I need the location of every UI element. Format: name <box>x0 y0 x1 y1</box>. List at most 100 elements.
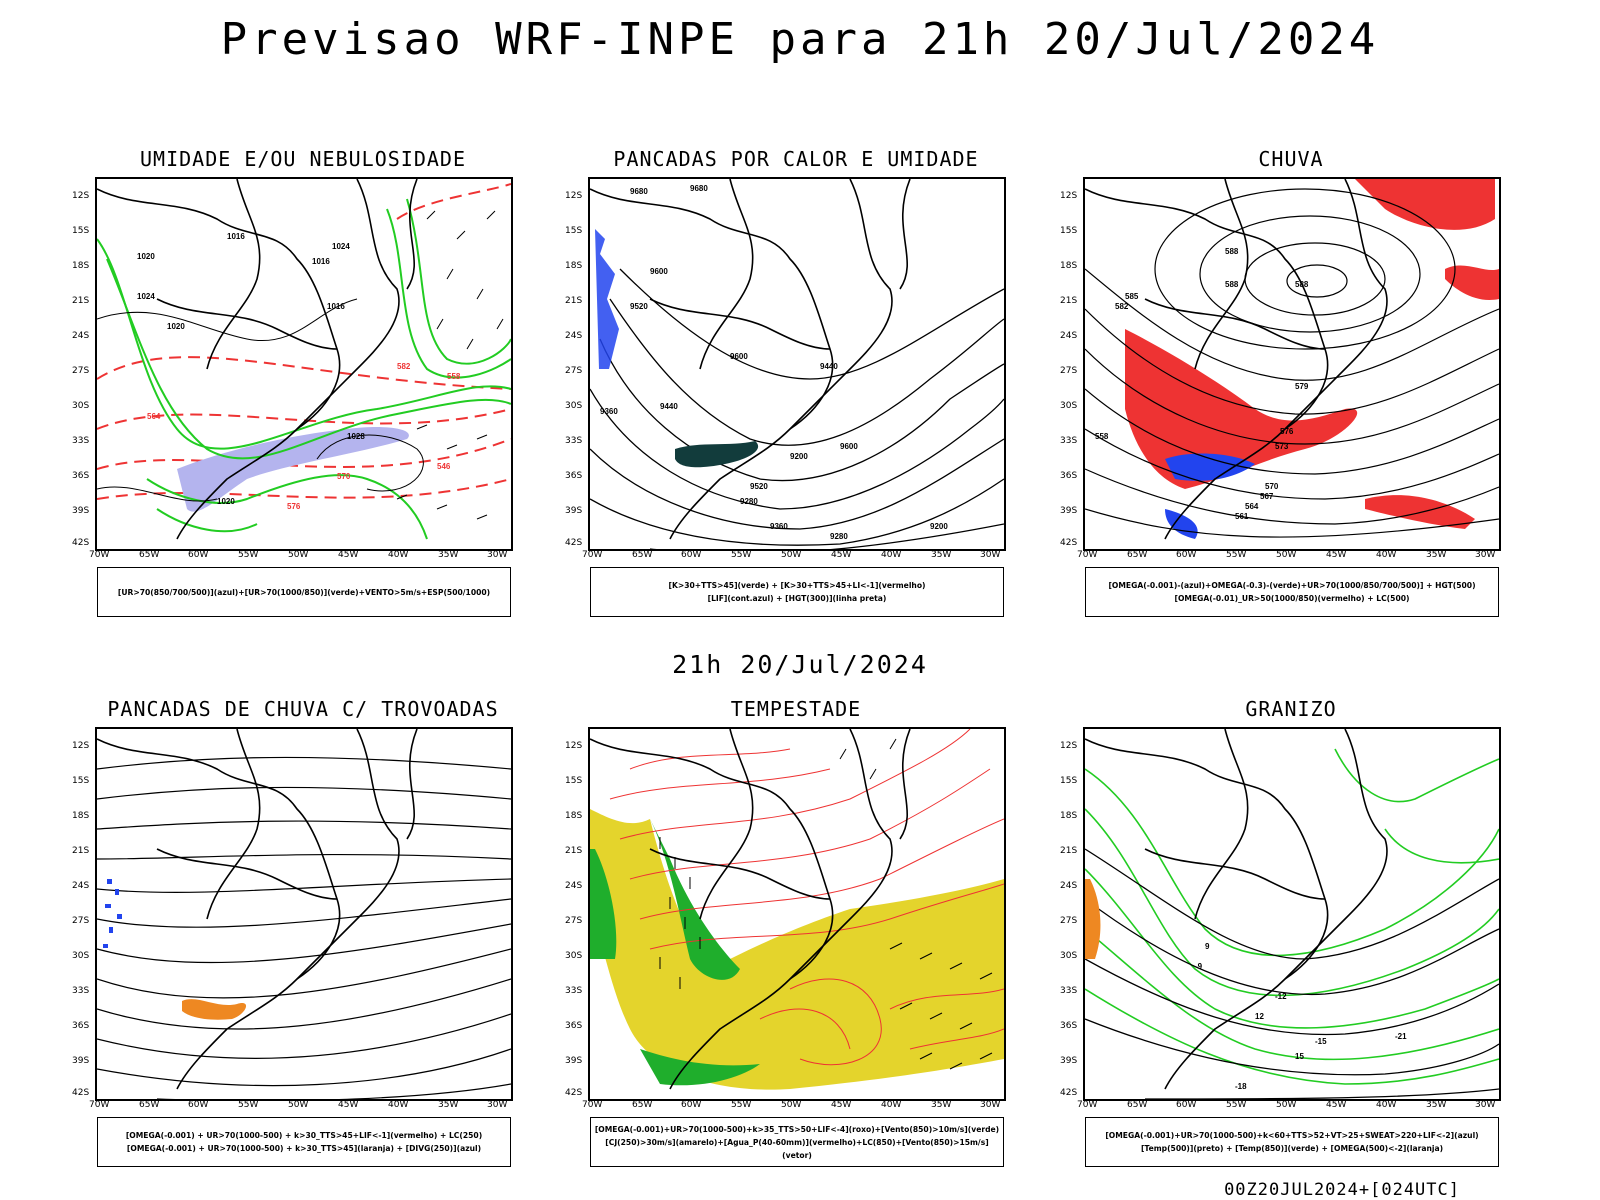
contour-label: 576 <box>287 502 301 511</box>
legend-tempestade: [OMEGA(-0.001)+UR>70(1000-500)+k>35_TTS>… <box>590 1117 1004 1167</box>
contour-label: 570 <box>1265 482 1279 491</box>
blue-lif-area <box>595 229 619 369</box>
contour-label: 576 <box>1280 427 1294 436</box>
red-dashed-thickness <box>97 183 511 500</box>
darkgreen-area <box>675 441 759 468</box>
green-wind-area <box>590 819 760 1086</box>
contour-label: 9440 <box>660 402 678 411</box>
contour-label: 9200 <box>790 452 808 461</box>
map-tempestade <box>588 727 1006 1101</box>
map-pancadas-calor-svg: 9680 9680 9600 9520 9440 9360 9280 9200 9600 9520… <box>590 179 1004 549</box>
panel-title-pancadas-calor: PANCADAS POR CALOR E UMIDADE <box>613 147 979 171</box>
contour-label: 582 <box>1115 302 1129 311</box>
contour-label: 9680 <box>690 184 708 193</box>
map-chuva: 588 588 588 585 582 579 576 573 570 567 564 561 558 <box>1083 177 1501 551</box>
contour-label: 15 <box>1295 1052 1304 1061</box>
contour-label: 12 <box>1255 1012 1264 1021</box>
contour-label: 546 <box>437 462 451 471</box>
boundaries <box>97 179 418 540</box>
contour-label: -12 <box>1275 992 1287 1001</box>
contour-label: 9600 <box>730 352 748 361</box>
contour-label: 9680 <box>630 187 648 196</box>
contour-label: 570 <box>337 472 351 481</box>
contour-label: 9280 <box>830 532 848 541</box>
contour-label: 558 <box>447 372 461 381</box>
legend-trovoadas: [OMEGA(-0.001) + UR>70(1000-500) + k>30_… <box>97 1117 511 1167</box>
contour-label: 9440 <box>820 362 838 371</box>
contour-label: 1020 <box>137 252 155 261</box>
contour-label: 588 <box>1225 280 1239 289</box>
contour-label: 9 <box>1205 942 1210 951</box>
main-title: Previsao WRF-INPE para 21h 20/Jul/2024 <box>220 14 1380 65</box>
map-umidade-svg: 1016 1020 1024 1028 1016 1020 1024 1020 1016 546 5… <box>97 179 511 540</box>
contour-label: 1028 <box>347 432 365 441</box>
boundaries-4 <box>97 729 418 1090</box>
legend-pancadas-calor: [K>30+TTS>45](verde) + [K>30+TTS>45+LI<-… <box>590 567 1004 617</box>
contour-label: 9200 <box>930 522 948 531</box>
contour-label: 1016 <box>227 232 245 241</box>
contour-label: 1020 <box>167 322 185 331</box>
contour-label: 9520 <box>630 302 648 311</box>
contour-label: 1016 <box>312 257 330 266</box>
legend-chuva: [OMEGA(-0.001)-(azul)+OMEGA(-0.3)-(verde… <box>1085 567 1499 617</box>
contour-label: 582 <box>397 362 411 371</box>
boundaries-3 <box>1085 179 1388 540</box>
contour-label: 1020 <box>217 497 235 506</box>
contour-label: 561 <box>1235 512 1249 521</box>
contour-label: -15 <box>1315 1037 1327 1046</box>
boundaries-2 <box>590 179 911 540</box>
panel-title-tempestade: TEMPESTADE <box>730 697 862 721</box>
contour-label: -21 <box>1395 1032 1407 1041</box>
lc250-streamlines <box>97 756 511 1099</box>
mid-date-label: 21h 20/Jul/2024 <box>672 650 928 679</box>
footer-run-label: 00Z20JUL2024+[024UTC] <box>1224 1180 1460 1200</box>
panel-title-granizo: GRANIZO <box>1245 697 1337 721</box>
vectors-umidade <box>396 210 504 520</box>
contour-label: 1024 <box>332 242 350 251</box>
orange-area <box>182 999 247 1020</box>
map-granizo: -9 -12 -15 -18 -21 9 12 15 <box>1083 727 1501 1101</box>
map-trovoadas-svg <box>97 729 511 1099</box>
contour-label: 573 <box>1275 442 1289 451</box>
panel-title-chuva: CHUVA <box>1258 147 1324 171</box>
contour-label: 1024 <box>137 292 155 301</box>
green-temp850-contours <box>1085 748 1499 1085</box>
hgt500-streamlines <box>1085 188 1499 538</box>
map-granizo-svg: -9 -12 -15 -18 -21 9 12 15 <box>1085 729 1499 1099</box>
contour-label: 567 <box>1260 492 1274 501</box>
contour-label: 585 <box>1125 292 1139 301</box>
contour-label: 9360 <box>600 407 618 416</box>
legend-granizo: [OMEGA(-0.001)+UR>70(1000-500)+k<60+TTS>… <box>1085 1117 1499 1167</box>
panel-title-umidade: UMIDADE E/OU NEBULOSIDADE <box>139 147 467 171</box>
contour-label: 564 <box>1245 502 1259 511</box>
yellow-jet-area <box>590 809 1004 1090</box>
contour-label: 564 <box>147 412 161 421</box>
contour-label: 9520 <box>750 482 768 491</box>
map-pancadas-calor: 9680 9680 9600 9520 9440 9360 9280 9200 9600 9520… <box>588 177 1006 551</box>
contour-label: 588 <box>1295 280 1309 289</box>
legend-umidade: [UR>70(850/700/500)](azul)+[UR>70(1000/8… <box>97 567 511 617</box>
contour-label: 9600 <box>840 442 858 451</box>
contour-label: 588 <box>1225 247 1239 256</box>
contour-label: 9600 <box>650 267 668 276</box>
map-trovoadas <box>95 727 513 1101</box>
map-tempestade-svg <box>590 729 1004 1090</box>
map-umidade: 1016 1020 1024 1028 1016 1020 1024 1020 1016 546 5… <box>95 177 513 551</box>
orange-omega-area <box>1085 879 1101 959</box>
contour-label: -9 <box>1195 962 1203 971</box>
blue-omega-area <box>1165 453 1255 539</box>
panel-title-trovoadas: PANCADAS DE CHUVA C/ TROVOADAS <box>107 697 499 721</box>
blue-divg-spots <box>103 879 122 948</box>
contour-label: 1016 <box>327 302 345 311</box>
contour-label: 9280 <box>740 497 758 506</box>
black-isobars <box>97 298 424 502</box>
contour-label: 9360 <box>770 522 788 531</box>
red-lc850-contours <box>609 729 1004 1066</box>
vector-arrows <box>659 738 993 1070</box>
green-contours <box>97 198 511 540</box>
contour-label: 579 <box>1295 382 1309 391</box>
hgt300-contours <box>590 268 1004 549</box>
boundaries-5 <box>590 729 911 1090</box>
lavender-area <box>177 427 409 512</box>
